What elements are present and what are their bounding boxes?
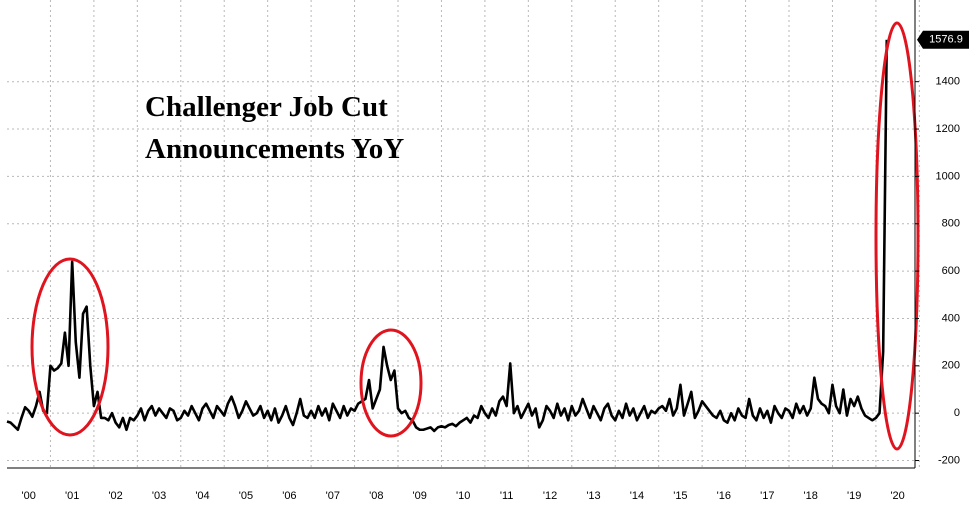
y-tick-label: 1400	[936, 76, 960, 88]
y-tick-label: -200	[938, 454, 960, 466]
y-tick-label: 1000	[936, 170, 960, 182]
highlight-ellipse	[874, 21, 920, 451]
y-tick-label: 1200	[936, 123, 960, 135]
x-tick-label: '02	[108, 490, 122, 502]
x-tick-label: '00	[22, 490, 36, 502]
y-tick-label: 200	[942, 360, 960, 372]
x-tick-label: '18	[804, 490, 818, 502]
x-tick-label: '20	[890, 490, 904, 502]
y-tick-label: 0	[954, 407, 960, 419]
y-tick-label: 600	[942, 265, 960, 277]
x-tick-label: '01	[65, 490, 79, 502]
x-tick-label: '08	[369, 490, 383, 502]
x-tick-label: '13	[586, 490, 600, 502]
x-tick-label: '15	[673, 490, 687, 502]
x-tick-label: '16	[717, 490, 731, 502]
x-tick-label: '11	[500, 490, 514, 502]
x-tick-label: '14	[630, 490, 644, 502]
highlight-ellipse	[359, 328, 423, 438]
last-value-label: 1576.9	[929, 34, 963, 46]
y-tick-label: 800	[942, 218, 960, 230]
x-tick-label: '07	[326, 490, 340, 502]
axes: -200 0 200 400 600 800 1000 1200 1400 '00 '01 '02 '0…	[7, 0, 969, 502]
x-tick-label: '03	[152, 490, 166, 502]
x-tick-label: '05	[239, 490, 253, 502]
last-value-box	[917, 30, 969, 49]
x-tick-label: '09	[413, 490, 427, 502]
x-tick-label: '04	[195, 490, 209, 502]
x-tick-label: '10	[456, 490, 470, 502]
x-tick-label: '12	[543, 490, 557, 502]
x-tick-label: '19	[847, 490, 861, 502]
grid	[7, 0, 920, 470]
x-tick-label: '06	[282, 490, 296, 502]
y-tick-label: 400	[942, 312, 960, 324]
chart-title: Challenger Job Cut Announcements YoY	[145, 91, 405, 165]
x-tick-label: '17	[760, 490, 774, 502]
line	[6, 39, 889, 433]
highlight-ellipse	[30, 257, 110, 437]
plot	[6, 39, 889, 433]
